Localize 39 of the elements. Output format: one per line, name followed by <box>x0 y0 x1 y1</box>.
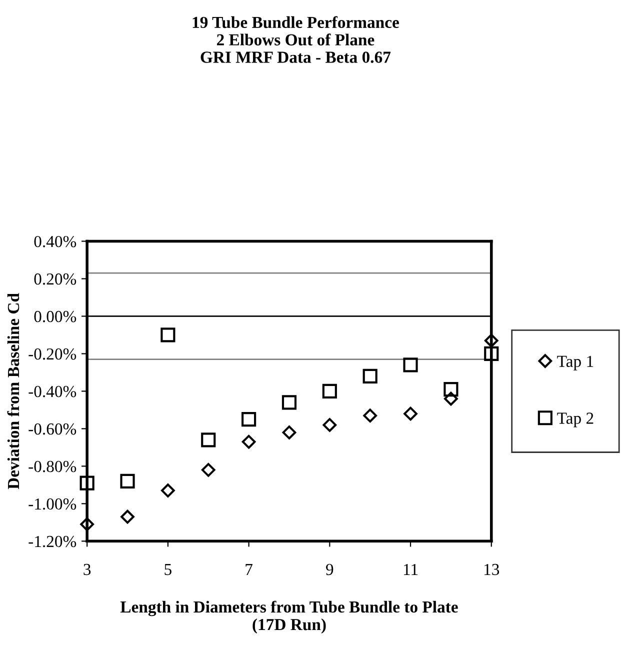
legend-label: Tap 2 <box>557 412 594 428</box>
y-tick-label: 0.40% <box>34 236 76 248</box>
point <box>161 484 175 498</box>
chart-title: 19 Tube Bundle Performance 2 Elbows Out of Plane GRI MRF Data - Beta 0.67 <box>192 16 399 63</box>
point <box>362 368 378 384</box>
y-tick-label: -1.00% <box>28 498 76 510</box>
point <box>282 395 297 410</box>
point <box>120 474 135 488</box>
point <box>242 412 256 427</box>
y-tick-label: -0.80% <box>28 460 76 472</box>
point <box>201 432 216 448</box>
x-axis-title: Length in Diameters from Tube Bundle to Plate (17D Run) <box>120 600 458 634</box>
x-tick-label: 7 <box>246 564 252 575</box>
x-tick-label: 13 <box>484 564 500 576</box>
x-tick-label: 11 <box>404 564 418 575</box>
y-axis-title: Deviation from Baseline Cd <box>7 293 20 490</box>
y-tick-label: 0.00% <box>34 310 76 322</box>
point <box>160 328 176 342</box>
point <box>444 382 458 397</box>
point <box>404 406 418 421</box>
point <box>484 346 499 362</box>
x-tick-label: 5 <box>164 564 172 576</box>
point <box>282 426 296 440</box>
point <box>201 462 216 477</box>
y-tick-label: -0.20% <box>28 348 76 360</box>
x-tick-label: 3 <box>84 564 91 576</box>
point <box>242 434 256 449</box>
y-tick-label: -1.20% <box>28 536 76 548</box>
point <box>322 384 337 398</box>
legend-label: Tap 1 <box>557 356 594 370</box>
x-tick-label: 9 <box>326 564 334 576</box>
point <box>80 476 94 490</box>
y-tick-label: -0.60% <box>28 423 76 435</box>
y-tick-label: -0.40% <box>28 386 76 398</box>
point <box>403 358 418 372</box>
y-tick-label: 0.20% <box>34 273 76 285</box>
point <box>363 408 378 423</box>
point <box>120 510 134 524</box>
point <box>322 418 337 432</box>
